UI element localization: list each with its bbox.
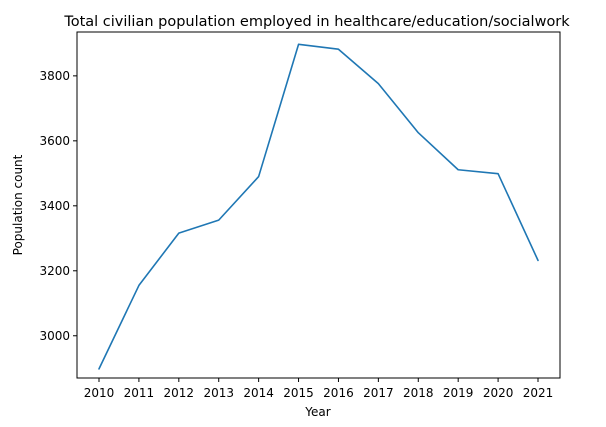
- x-tick-label: 2019: [443, 386, 474, 400]
- x-tick-label: 2012: [164, 386, 195, 400]
- plot-frame: [76, 31, 561, 379]
- y-axis-label: Population count: [11, 154, 25, 255]
- x-axis-label: Year: [304, 405, 330, 419]
- x-tick-label: 2014: [243, 386, 274, 400]
- x-tick-label: 2016: [323, 386, 354, 400]
- x-tick-label: 2015: [283, 386, 314, 400]
- y-axis-ticks: 3000 3200 3400 3600 3800: [39, 69, 77, 343]
- x-tick-label: 2010: [84, 386, 115, 400]
- y-tick-label: 3200: [39, 264, 70, 278]
- chart-title: Total civilian population employed in he…: [63, 14, 570, 30]
- y-tick-label: 3000: [39, 329, 70, 343]
- y-tick-label: 3800: [39, 69, 70, 83]
- x-tick-label: 2013: [203, 386, 234, 400]
- x-tick-label: 2017: [363, 386, 394, 400]
- x-tick-label: 2020: [483, 386, 514, 400]
- plot-area: 2010 2011 2012 2013 2014 2015 2016 2017 2018 2019…: [39, 31, 561, 400]
- x-tick-label: 2018: [403, 386, 434, 400]
- x-tick-label: 2021: [523, 386, 554, 400]
- y-tick-label: 3400: [39, 199, 70, 213]
- x-axis-ticks: 2010 2011 2012 2013 2014 2015 2016 2017 2018 2019…: [84, 378, 554, 400]
- x-tick-label: 2011: [124, 386, 155, 400]
- y-tick-label: 3600: [39, 134, 70, 148]
- series-line: [98, 43, 539, 370]
